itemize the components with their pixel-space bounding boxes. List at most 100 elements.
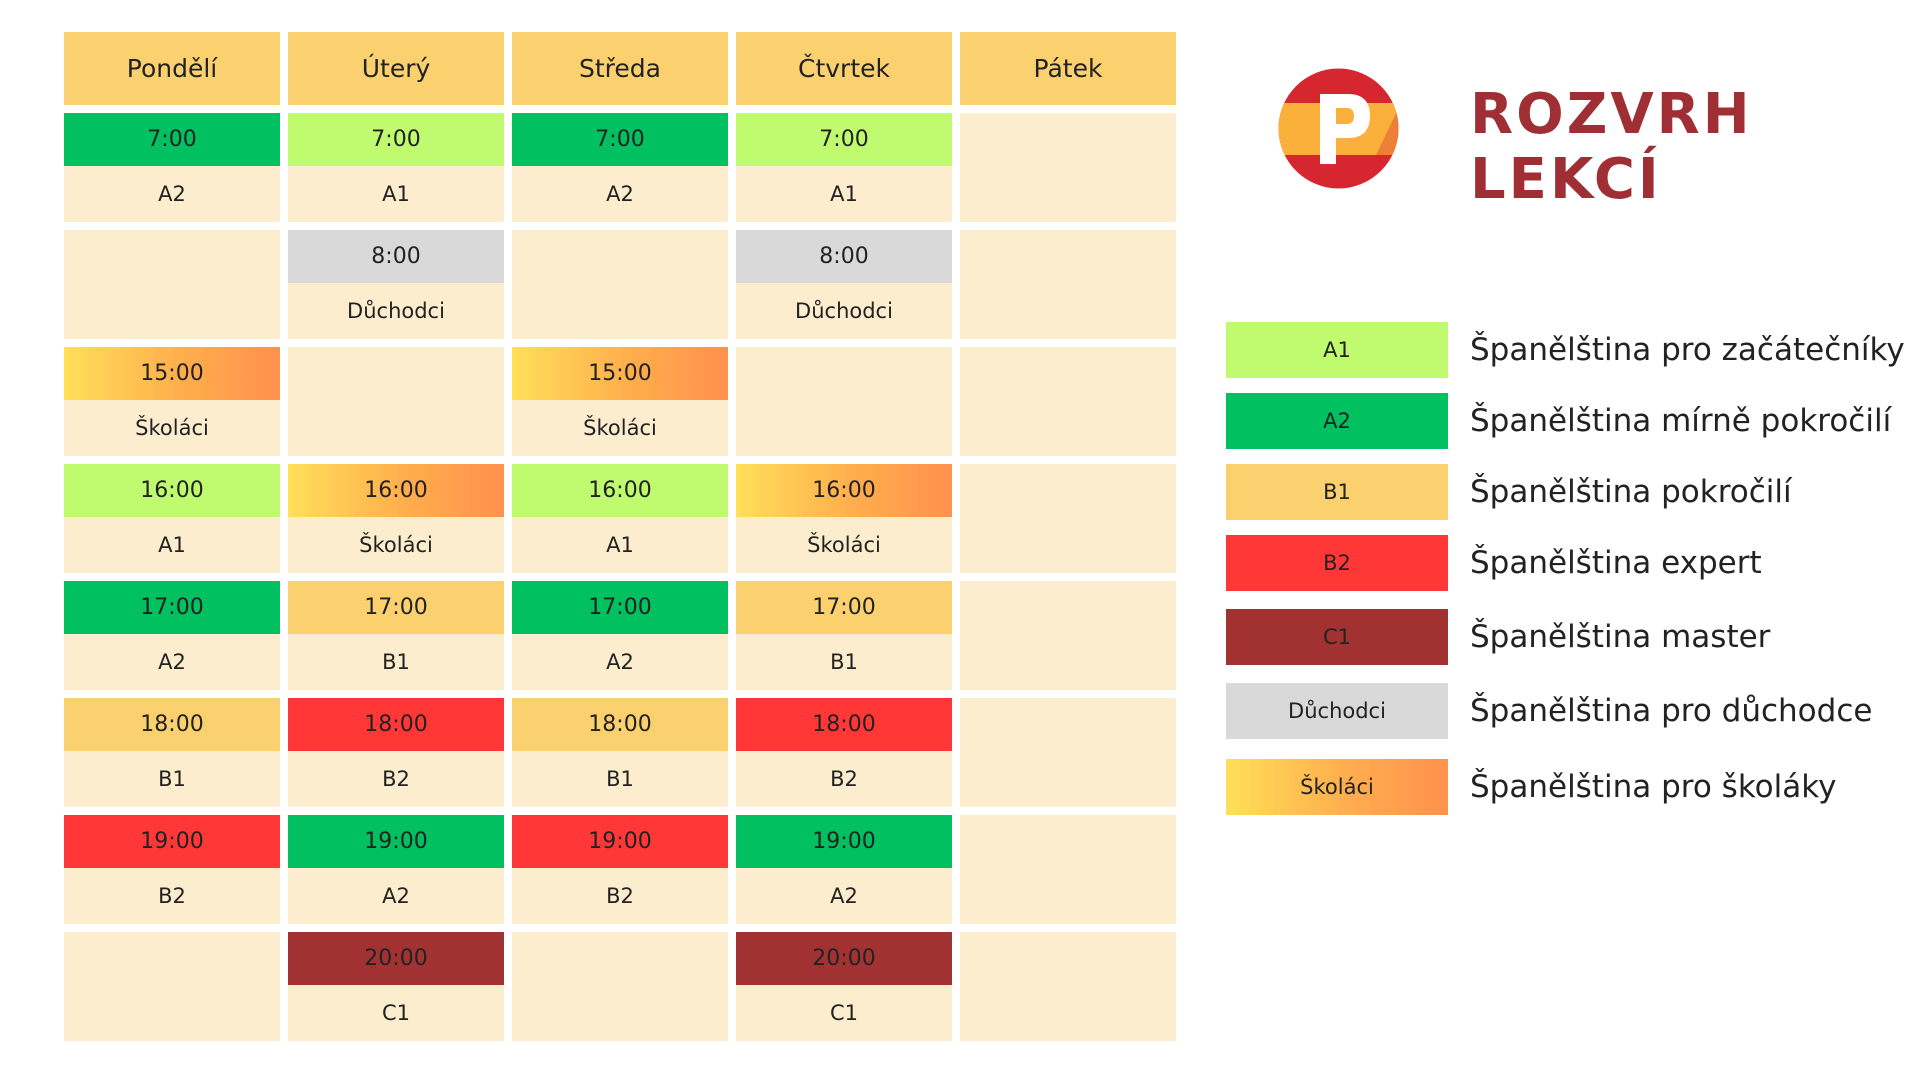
- lesson-level: A2: [606, 650, 634, 674]
- legend-description: Španělština pro důchodce: [1470, 693, 1873, 729]
- lesson-slot: 8:00 Důchodci: [288, 230, 504, 339]
- lesson-slot: 20:00 C1: [736, 932, 952, 1041]
- legend-description: Španělština mírně pokročilí: [1470, 403, 1892, 439]
- lesson-slot: 19:00 A2: [288, 815, 504, 924]
- lesson-slot: 16:00 Školáci: [288, 464, 504, 573]
- lesson-level: A1: [158, 533, 186, 557]
- legend-item: B2 Španělština expert: [1226, 535, 1906, 591]
- lesson-time: 19:00: [288, 815, 504, 868]
- lesson-level: Školáci: [807, 533, 881, 557]
- lesson-level: B1: [830, 650, 858, 674]
- legend-description: Španělština pro začátečníky: [1470, 332, 1905, 368]
- lesson-level: A2: [382, 884, 410, 908]
- legend-swatch: B2: [1226, 535, 1448, 591]
- legend-swatch: Důchodci: [1226, 683, 1448, 739]
- lesson-time: 16:00: [736, 464, 952, 517]
- day-header-thursday: Čtvrtek: [736, 32, 952, 105]
- lesson-time: 8:00: [288, 230, 504, 283]
- legend-swatch: C1: [1226, 609, 1448, 665]
- lesson-slot: 7:00 A2: [64, 113, 280, 222]
- lesson-time: 18:00: [736, 698, 952, 751]
- empty-slot: [960, 815, 1176, 924]
- lesson-time: 18:00: [512, 698, 728, 751]
- lesson-slot: 19:00 B2: [512, 815, 728, 924]
- lesson-level: A1: [382, 182, 410, 206]
- lesson-slot: 17:00 B1: [736, 581, 952, 690]
- legend-item: A1 Španělština pro začátečníky: [1226, 322, 1906, 378]
- lesson-time: 17:00: [512, 581, 728, 634]
- lesson-level: A2: [158, 182, 186, 206]
- lesson-level: Důchodci: [347, 299, 445, 323]
- empty-slot: [960, 581, 1176, 690]
- empty-slot: [960, 230, 1176, 339]
- lesson-time: 17:00: [64, 581, 280, 634]
- schedule-grid: Pondělí Úterý Středa Čtvrtek Pátek 7:00 A…: [64, 32, 1176, 1041]
- lesson-time: 7:00: [288, 113, 504, 166]
- day-header-tuesday: Úterý: [288, 32, 504, 105]
- lesson-slot: 16:00 A1: [64, 464, 280, 573]
- legend-description: Španělština expert: [1470, 545, 1762, 581]
- legend-item: Důchodci Španělština pro důchodce: [1226, 683, 1906, 739]
- p-logo-icon: [1278, 68, 1399, 189]
- lesson-level: A2: [830, 884, 858, 908]
- lesson-slot: 7:00 A1: [736, 113, 952, 222]
- lesson-slot: 18:00 B2: [736, 698, 952, 807]
- lesson-slot: 18:00 B1: [64, 698, 280, 807]
- lesson-level: Školáci: [583, 416, 657, 440]
- lesson-level: C1: [381, 1001, 411, 1025]
- legend-description: Španělština master: [1470, 619, 1771, 655]
- lesson-time: 7:00: [736, 113, 952, 166]
- legend-swatch: Školáci: [1226, 759, 1448, 815]
- lesson-time: 19:00: [64, 815, 280, 868]
- empty-slot: [64, 932, 280, 1041]
- legend-swatch: A2: [1226, 393, 1448, 449]
- lesson-slot: 20:00 C1: [288, 932, 504, 1041]
- lesson-slot: 7:00 A2: [512, 113, 728, 222]
- lesson-level: B2: [382, 767, 410, 791]
- lesson-level: A1: [606, 533, 634, 557]
- lesson-level: B1: [158, 767, 186, 791]
- legend-description: Španělština pokročilí: [1470, 474, 1792, 510]
- lesson-slot: 15:00 Školáci: [512, 347, 728, 456]
- lesson-time: 15:00: [512, 347, 728, 400]
- lesson-level: C1: [829, 1001, 859, 1025]
- lesson-time: 17:00: [736, 581, 952, 634]
- lesson-level: Důchodci: [795, 299, 893, 323]
- lesson-time: 19:00: [736, 815, 952, 868]
- lesson-time: 16:00: [288, 464, 504, 517]
- legend-item: A2 Španělština mírně pokročilí: [1226, 393, 1906, 449]
- lesson-level: B2: [606, 884, 634, 908]
- lesson-slot: 16:00 Školáci: [736, 464, 952, 573]
- lesson-time: 19:00: [512, 815, 728, 868]
- empty-slot: [288, 347, 504, 456]
- empty-slot: [512, 230, 728, 339]
- lesson-level: B1: [606, 767, 634, 791]
- legend-item: Školáci Španělština pro školáky: [1226, 759, 1906, 815]
- legend-description: Španělština pro školáky: [1470, 769, 1837, 805]
- lesson-time: 20:00: [288, 932, 504, 985]
- empty-slot: [960, 464, 1176, 573]
- empty-slot: [960, 698, 1176, 807]
- lesson-slot: 15:00 Školáci: [64, 347, 280, 456]
- empty-slot: [960, 932, 1176, 1041]
- legend-swatch: B1: [1226, 464, 1448, 520]
- lesson-slot: 7:00 A1: [288, 113, 504, 222]
- lesson-time: 17:00: [288, 581, 504, 634]
- lesson-slot: 17:00 A2: [64, 581, 280, 690]
- empty-slot: [736, 347, 952, 456]
- lesson-level: A1: [830, 182, 858, 206]
- lesson-time: 7:00: [512, 113, 728, 166]
- lesson-level: Školáci: [135, 416, 209, 440]
- lesson-level: Školáci: [359, 533, 433, 557]
- lesson-slot: 8:00 Důchodci: [736, 230, 952, 339]
- day-header-monday: Pondělí: [64, 32, 280, 105]
- empty-slot: [512, 932, 728, 1041]
- day-header-friday: Pátek: [960, 32, 1176, 105]
- empty-slot: [64, 230, 280, 339]
- lesson-time: 8:00: [736, 230, 952, 283]
- lesson-time: 16:00: [64, 464, 280, 517]
- lesson-slot: 17:00 A2: [512, 581, 728, 690]
- lesson-level: A2: [606, 182, 634, 206]
- legend-item: B1 Španělština pokročilí: [1226, 464, 1906, 520]
- day-header-wednesday: Středa: [512, 32, 728, 105]
